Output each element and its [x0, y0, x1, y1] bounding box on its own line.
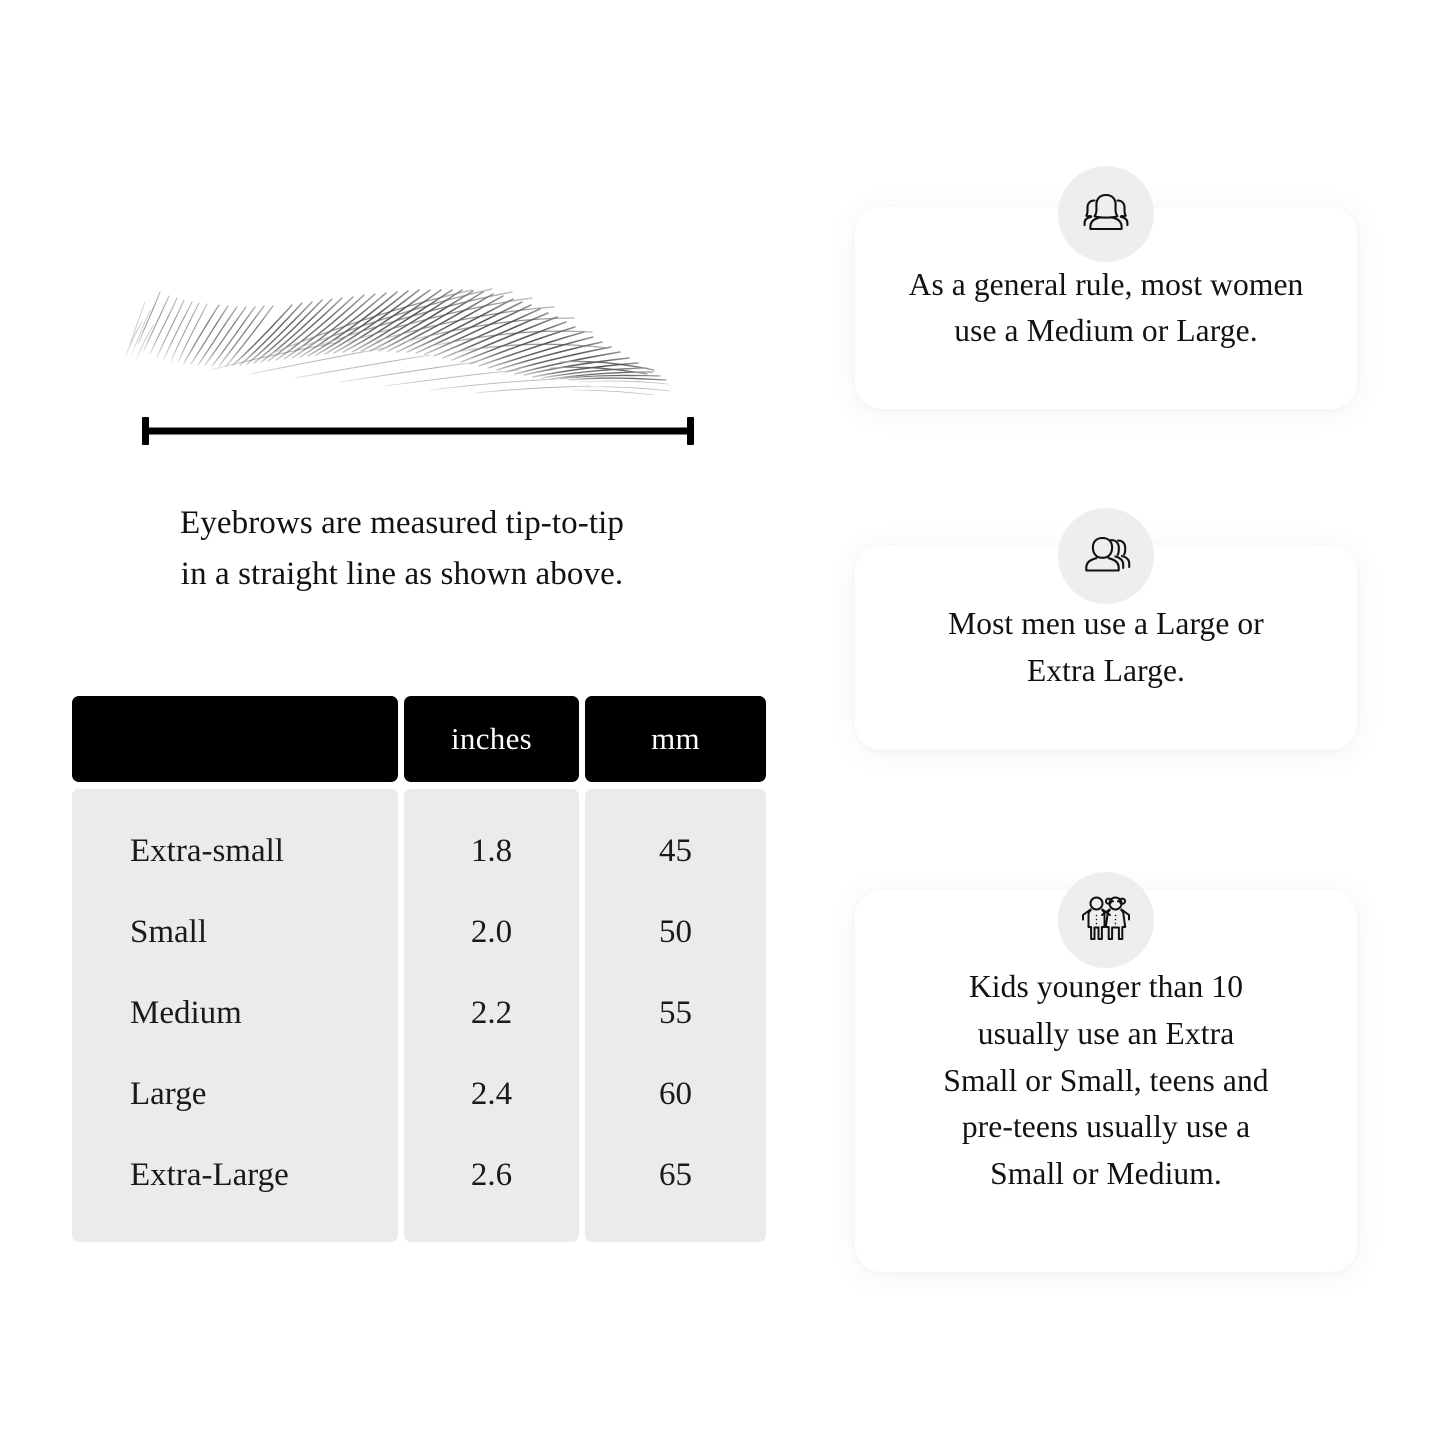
kids-text-line-1: Kids younger than 10 — [968, 969, 1244, 1005]
measurement-bar-icon — [142, 414, 694, 448]
table-body: Extra-small Small Medium Large Extra-Lar… — [72, 789, 766, 1242]
kids-text-line-2: usually use an Extra — [977, 1016, 1235, 1052]
caption-line-2: in a straight line as shown above. — [180, 556, 624, 593]
table-cell-size: Extra-small — [130, 833, 284, 869]
table-cell-size: Medium — [130, 995, 242, 1031]
table-header-row: inches mm — [72, 696, 766, 782]
eyebrow-hair-illustration — [120, 232, 720, 402]
table-cell-inches: 2.4 — [470, 1076, 513, 1112]
table-cell-size: Large — [130, 1076, 207, 1112]
men-group-icon-badge — [1058, 508, 1154, 604]
men-group-icon — [1078, 531, 1134, 581]
men-text-line-1: Most men use a Large or — [948, 606, 1264, 642]
table-header-mm: mm — [585, 696, 766, 782]
table-column-inches: 1.8 2.0 2.2 2.4 2.6 — [404, 789, 579, 1242]
table-column-size: Extra-small Small Medium Large Extra-Lar… — [72, 789, 398, 1242]
table-cell-mm: 55 — [659, 995, 692, 1031]
eyebrow-measure-caption: Eyebrows are measured tip-to-tip in a st… — [72, 498, 732, 600]
table-cell-size: Small — [130, 914, 208, 950]
table-cell-size: Extra-Large — [130, 1157, 289, 1193]
table-header-inches: inches — [404, 696, 579, 782]
table-cell-mm: 65 — [659, 1157, 692, 1193]
kids-text-line-4: pre-teens usually use a — [961, 1109, 1251, 1145]
table-cell-inches: 1.8 — [470, 833, 513, 869]
kids-text-line-3: Small or Small, teens and — [943, 1062, 1269, 1098]
info-card-kids-text: Kids younger than 10 usually use an Extr… — [889, 964, 1322, 1197]
table-cell-mm: 50 — [659, 914, 692, 950]
info-card-men-text: Most men use a Large or Extra Large. — [912, 601, 1300, 694]
table-cell-inches: 2.2 — [470, 995, 513, 1031]
women-group-icon — [1078, 189, 1134, 239]
women-group-icon-badge — [1058, 166, 1154, 262]
table-cell-inches: 2.0 — [470, 914, 513, 950]
left-column: Eyebrows are measured tip-to-tip in a st… — [72, 232, 766, 1242]
two-kids-icon — [1079, 894, 1133, 946]
table-cell-inches: 2.6 — [470, 1157, 513, 1193]
size-chart-table: inches mm Extra-small Small Medium Large… — [72, 696, 766, 1242]
info-card-kids: Kids younger than 10 usually use an Extr… — [855, 890, 1357, 1272]
table-column-mm: 45 50 55 60 65 — [585, 789, 766, 1242]
kids-text-line-5: Small or Medium. — [990, 1155, 1222, 1191]
women-text-line-1: As a general rule, most women — [908, 266, 1304, 302]
caption-line-1: Eyebrows are measured tip-to-tip — [180, 505, 624, 541]
two-kids-icon-badge — [1058, 872, 1154, 968]
info-card-women-text: As a general rule, most women use a Medi… — [873, 262, 1340, 355]
table-cell-mm: 45 — [659, 833, 692, 869]
table-cell-mm: 60 — [659, 1076, 692, 1112]
men-text-line-2: Extra Large. — [1026, 652, 1186, 688]
table-header-size — [72, 696, 398, 782]
women-text-line-2: use a Medium or Large. — [954, 313, 1258, 348]
